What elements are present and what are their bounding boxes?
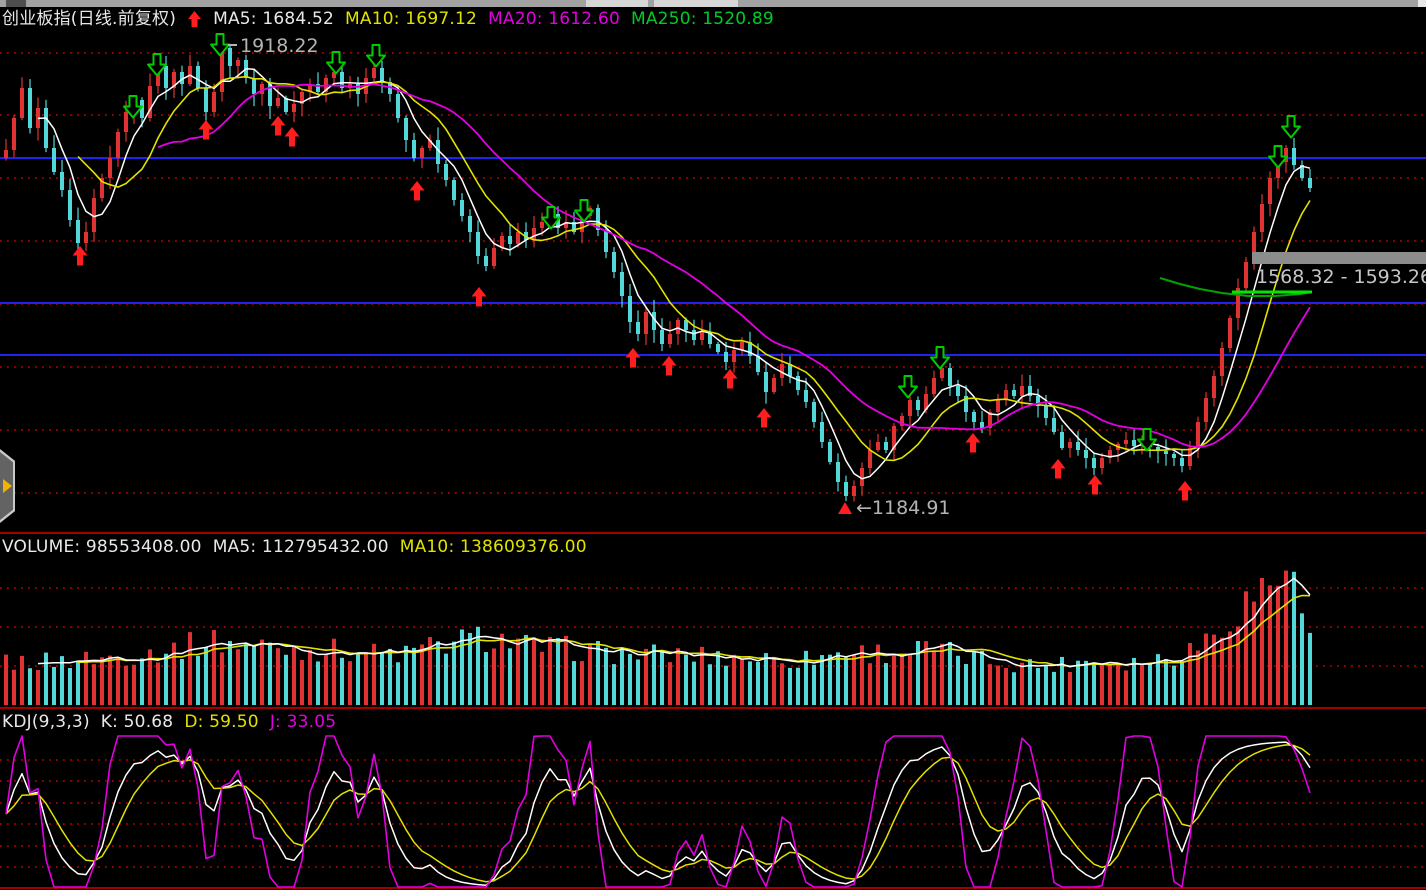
window-top-edge xyxy=(0,0,1426,7)
kdj-j-value-label: J: 33.05 xyxy=(269,712,337,732)
volume-bars xyxy=(4,570,1312,705)
range-band xyxy=(1252,252,1426,264)
sidebar-expand-handle[interactable] xyxy=(0,449,15,523)
high-low-markers xyxy=(228,44,852,514)
window-edge-segment-right xyxy=(1418,0,1426,7)
price-range-annotation: 1568.32 - 1593.26 xyxy=(1256,266,1426,288)
window-edge-segment-1 xyxy=(586,0,648,7)
ma20-value-label: MA20: 1612.60 xyxy=(488,9,620,29)
panel-separators xyxy=(0,532,1426,889)
ma5-line xyxy=(37,68,1311,480)
kdj-name-label: KDJ(9,3,3) xyxy=(2,712,90,732)
sell-signal-arrows xyxy=(123,33,1301,452)
volume-header: VOLUME: 98553408.00 MA5: 112795432.00 MA… xyxy=(2,537,587,557)
ma20-line xyxy=(157,83,1311,448)
volume-ma-lines xyxy=(37,577,1311,668)
symbol-title: 创业板指(日线.前复权) xyxy=(2,9,177,29)
kdj-k-value-label: K: 50.68 xyxy=(100,712,174,732)
low-price-annotation: ←1184.91 xyxy=(856,497,951,519)
kdj-d-value-label: D: 59.50 xyxy=(184,712,259,732)
volume-ma5-value-label: MA5: 112795432.00 xyxy=(212,537,389,557)
support-resistance-lines[interactable] xyxy=(0,157,1426,356)
ma5-value-label: MA5: 1684.52 xyxy=(213,9,335,29)
main-chart-header: 创业板指(日线.前复权) MA5: 1684.52 MA10: 1697.12 … xyxy=(2,9,774,33)
window-edge-notch-left xyxy=(6,0,26,7)
volume-value-label: VOLUME: 98553408.00 xyxy=(2,537,202,557)
ma250-value-label: MA250: 1520.89 xyxy=(630,9,774,29)
ma10-line xyxy=(77,75,1311,462)
volume-ma10-value-label: MA10: 138609376.00 xyxy=(399,537,587,557)
high-price-annotation: 1918.22 xyxy=(240,35,319,57)
buy-signal-arrows xyxy=(72,116,1193,501)
kdj-lines xyxy=(5,735,1311,888)
window-edge-segment-2 xyxy=(654,0,738,7)
ma10-value-label: MA10: 1697.12 xyxy=(345,9,477,29)
up-trend-icon xyxy=(187,10,202,33)
ma250-line xyxy=(1159,277,1313,297)
kdj-header: KDJ(9,3,3) K: 50.68 D: 59.50 J: 33.05 xyxy=(2,712,336,732)
candlestick-series xyxy=(4,40,1312,502)
expand-arrow-icon xyxy=(3,479,12,493)
